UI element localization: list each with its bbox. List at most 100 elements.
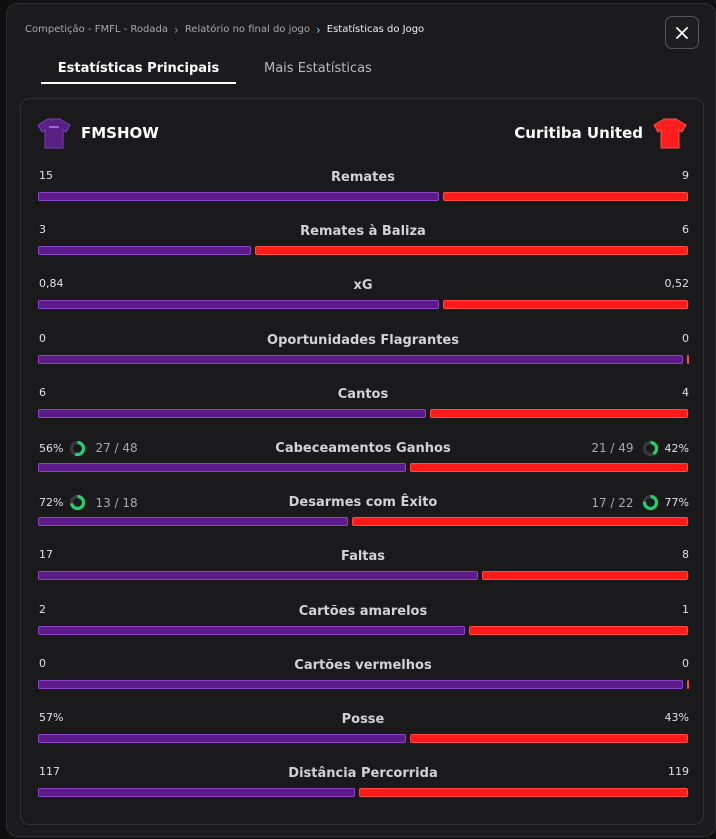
away-bar	[410, 733, 688, 743]
stat-bar	[38, 788, 688, 798]
stat-bar	[38, 192, 688, 201]
stat-bar	[38, 571, 688, 581]
away-team: Curitiba United	[514, 117, 687, 149]
stat-row: 117 Distância Percorrida 119	[21, 761, 705, 815]
tab-more-stats[interactable]: Mais Estatísticas	[264, 61, 372, 76]
away-value: 77%	[664, 496, 689, 510]
away-progress-ring-icon	[642, 440, 658, 457]
stat-bar	[38, 733, 688, 743]
home-stat: 3	[39, 223, 46, 236]
home-bar	[38, 571, 478, 581]
stat-label: Distância Percorrida	[288, 766, 438, 782]
away-bar	[443, 300, 688, 310]
away-bar	[359, 788, 688, 798]
home-value: 6	[39, 385, 46, 399]
stat-row: 0,84 xG 0,52	[21, 273, 705, 327]
away-value: 43%	[664, 710, 689, 724]
breadcrumb-item-report[interactable]: Relatório no final do jogo	[184, 24, 310, 35]
home-value: 56%	[39, 441, 64, 455]
stat-label: Oportunidades Flagrantes	[267, 332, 459, 348]
away-value: 6	[682, 223, 689, 237]
away-progress-ring-icon	[642, 495, 658, 511]
stat-row: 0 Cartões vermelhos 0	[21, 653, 705, 707]
away-bar	[255, 246, 688, 256]
away-stat: 119	[668, 765, 689, 778]
away-value: 42%	[664, 441, 689, 455]
chevron-right-icon: ›	[315, 22, 321, 37]
home-value: 72%	[39, 496, 64, 510]
stat-bar	[38, 462, 688, 472]
home-value: 15	[39, 169, 53, 182]
match-stats-modal: Competição - FMFL - Rodada › Relatório n…	[6, 3, 716, 837]
stat-row: 72% 13 / 18 Desarmes com Êxito 17 / 22 7…	[21, 490, 705, 544]
away-value: 4	[682, 385, 689, 399]
stat-label: Remates	[331, 170, 395, 185]
background-app-edge	[0, 0, 8, 839]
stat-label: xG	[353, 278, 373, 294]
tab-main-stats[interactable]: Estatísticas Principais	[41, 58, 236, 84]
stat-label: Cartões amarelos	[298, 603, 428, 619]
home-bar	[38, 192, 439, 201]
stat-bar	[38, 246, 688, 256]
stat-label: Faltas	[340, 549, 386, 565]
home-bar	[38, 625, 465, 635]
away-stat: 0	[682, 657, 689, 670]
away-bar	[469, 625, 688, 635]
stat-row: 2 Cartões amarelos 1	[21, 599, 705, 653]
away-value: 1	[682, 602, 689, 616]
away-shirt-icon	[653, 118, 687, 149]
home-stat: 0	[39, 332, 46, 345]
stats-list: 15 Remates 9 3 Remates à Baliza 6 0,84 x…	[21, 165, 705, 815]
away-bar	[410, 462, 688, 472]
home-team-name[interactable]: FMSHOW	[81, 124, 159, 142]
away-stat: 21 / 49 42%	[591, 440, 689, 457]
away-stat: 6	[682, 223, 689, 236]
home-value: 57%	[39, 710, 64, 724]
stat-row: 15 Remates 9	[21, 165, 705, 219]
home-bar	[38, 733, 406, 743]
chevron-right-icon: ›	[174, 22, 179, 37]
away-stat: 0	[682, 332, 689, 345]
away-stat: 1	[682, 603, 689, 616]
away-fraction: 17 / 22	[591, 495, 634, 510]
stat-bar	[38, 517, 688, 527]
away-value: 0	[682, 331, 689, 345]
home-stat: 72% 13 / 18	[39, 494, 138, 511]
away-bar	[482, 571, 688, 581]
away-stat: 9	[682, 169, 689, 182]
home-bar	[38, 679, 683, 689]
home-fraction: 13 / 18	[95, 495, 138, 510]
home-shirt-icon	[37, 118, 71, 149]
breadcrumb: Competição - FMFL - Rodada › Relatório n…	[25, 22, 425, 37]
stat-bar	[38, 679, 689, 689]
close-button[interactable]	[665, 16, 699, 49]
home-bar	[38, 408, 426, 418]
away-bar	[687, 679, 689, 689]
stat-row: 57% Posse 43%	[21, 707, 705, 761]
breadcrumb-item-competition[interactable]: Competição - FMFL - Rodada	[25, 24, 168, 35]
away-stat: 43%	[665, 711, 689, 724]
away-team-name[interactable]: Curitiba United	[514, 124, 643, 142]
stat-label: Cantos	[337, 386, 389, 402]
stat-label: Desarmes com Êxito	[288, 495, 438, 511]
stat-row: 56% 27 / 48 Cabeceamentos Ganhos 21 / 49…	[21, 436, 705, 490]
home-bar	[38, 300, 439, 310]
home-stat: 15	[39, 169, 53, 182]
away-value: 8	[682, 548, 689, 562]
away-bar	[443, 192, 688, 201]
home-value: 17	[39, 548, 53, 562]
away-stat: 17 / 22 77%	[591, 494, 689, 511]
home-value: 0	[39, 331, 46, 345]
away-value: 0,52	[664, 277, 690, 291]
stat-row: 0 Oportunidades Flagrantes 0	[21, 328, 705, 382]
away-bar	[352, 517, 688, 527]
stat-bar	[38, 408, 688, 418]
home-bar	[38, 517, 348, 527]
breadcrumb-item-current: Estatísticas do Jogo	[326, 24, 425, 35]
home-stat: 17	[39, 548, 53, 561]
stat-label: Cartões vermelhos	[294, 657, 432, 673]
home-value: 2	[39, 602, 46, 616]
home-value: 0	[39, 656, 46, 670]
home-value: 117	[39, 765, 60, 779]
stat-row: 6 Cantos 4	[21, 382, 705, 436]
